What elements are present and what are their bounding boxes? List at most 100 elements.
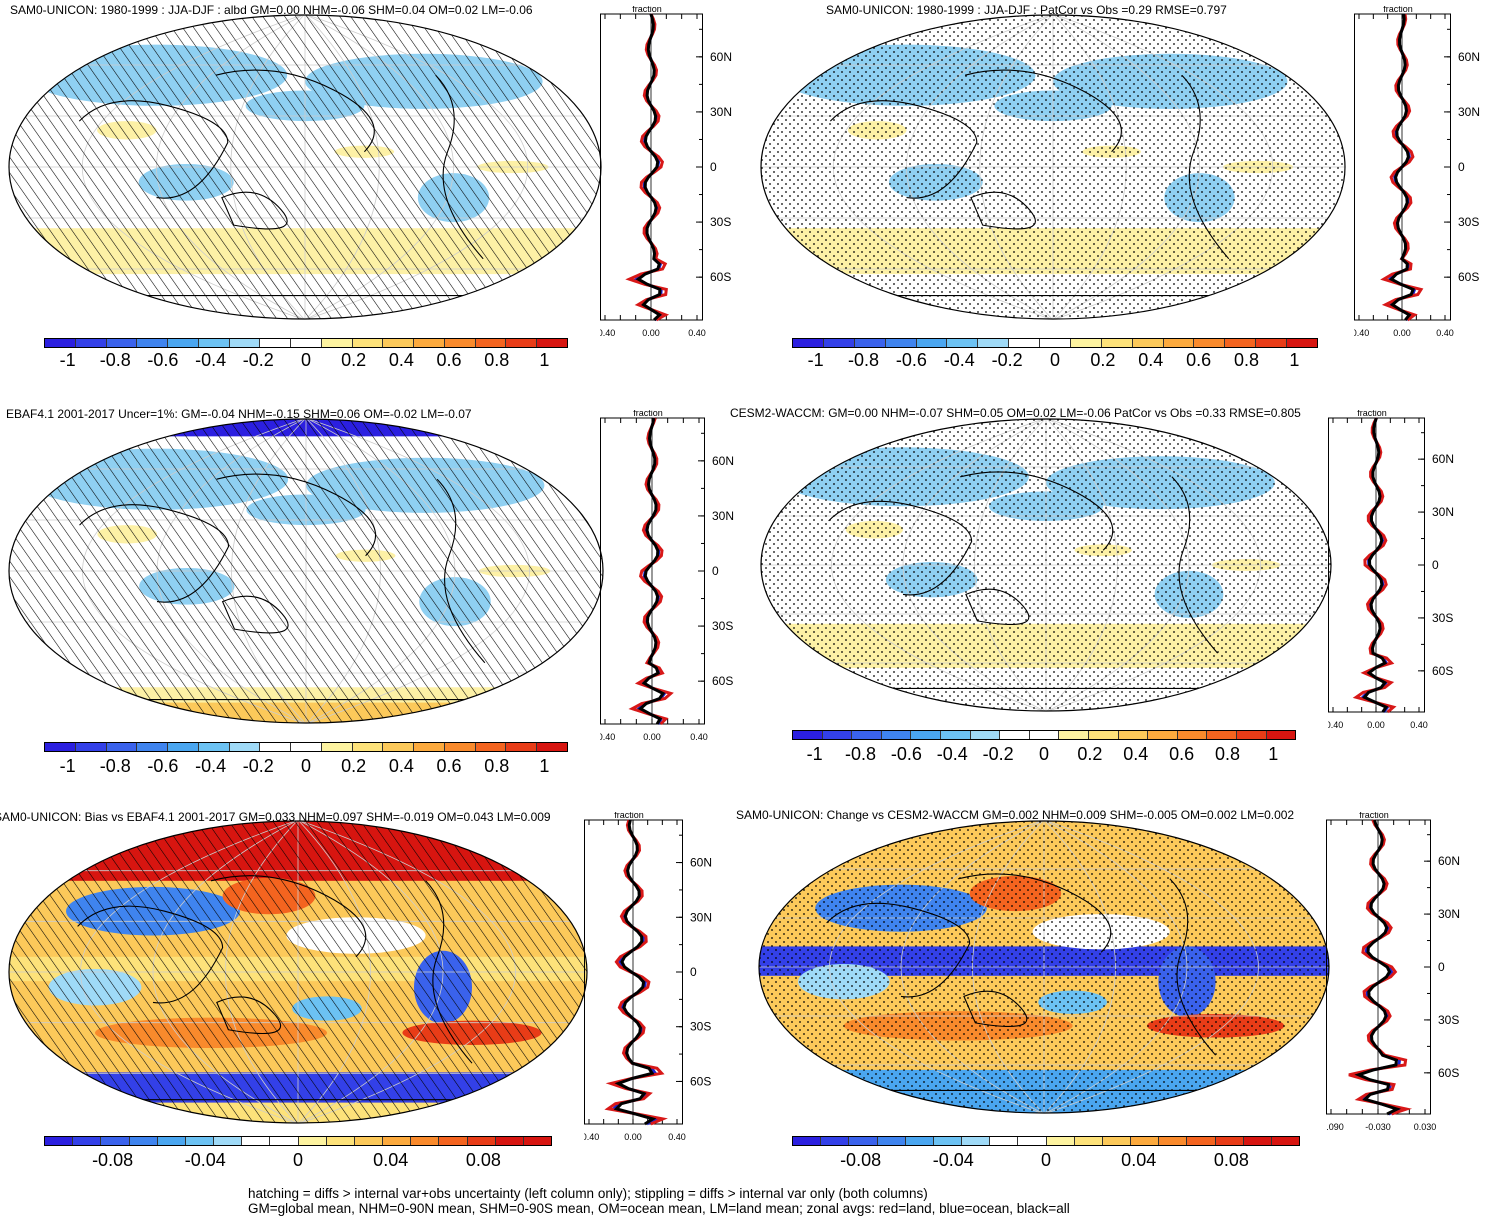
lat-label: 0	[690, 965, 697, 979]
colorbar	[792, 730, 1296, 740]
zonal-xtick: 0.00	[624, 1132, 642, 1142]
lat-label: 30N	[1438, 907, 1460, 921]
colorbar-tick-label: -1	[59, 350, 76, 370]
colorbar-tick-label: -0.6	[895, 350, 927, 370]
colorbar-tick-label: -0.04	[932, 1150, 974, 1170]
lat-label: 0	[712, 564, 719, 578]
colorbar-tick-label: 0.8	[1214, 744, 1240, 764]
world-map	[758, 820, 1330, 1114]
lat-label: 60S	[712, 674, 733, 688]
zonal-xlabel: fraction	[1383, 6, 1413, 14]
colorbar-tick-label: 0	[1049, 350, 1061, 370]
colorbar-tick-label: 0	[292, 1150, 304, 1170]
zonal-mean-plot: fraction -0.40 0.00 0.40 60N 30N 0 30S 60S	[600, 6, 732, 338]
lat-label: 60N	[1432, 452, 1454, 466]
colorbar-tick-label: -0.08	[840, 1150, 882, 1170]
colorbar	[792, 1136, 1300, 1146]
lat-label: 60N	[710, 50, 732, 64]
colorbar-tick-label: 0	[1038, 744, 1050, 764]
zonal-xlabel: fraction	[633, 410, 663, 418]
colorbar-tick-label: -1	[59, 756, 76, 776]
colorbar-tick-label: -0.6	[890, 744, 922, 764]
colorbar-tick-label: -0.2	[242, 756, 274, 776]
lat-label: 30N	[1458, 105, 1480, 119]
zonal-mean-plot: fraction -0.40 0.00 0.40 60N 30N 0 30S 60S	[1328, 410, 1454, 730]
colorbar	[792, 338, 1318, 348]
lat-label: 30S	[710, 215, 731, 229]
colorbar-tick-label: 0.2	[1090, 350, 1116, 370]
colorbar-tick-label: -0.8	[99, 756, 131, 776]
lat-label: 30S	[690, 1020, 711, 1034]
panel-title: EBAF4.1 2001-2017 Uncer=1%: GM=-0.04 NHM…	[6, 407, 472, 421]
colorbar-tick-label: -0.6	[147, 756, 179, 776]
figure-footer: hatching = diffs > internal var+obs unce…	[248, 1186, 1070, 1216]
lat-label: 60N	[1458, 50, 1480, 64]
panel-title: SAM0-UNICON: Change vs CESM2-WACCM GM=0.…	[736, 808, 1295, 822]
colorbar-tick-label: 0.8	[484, 756, 510, 776]
zonal-xtick: 0.00	[1367, 720, 1385, 730]
lat-label: 30S	[1458, 215, 1479, 229]
colorbar-tick-label: 0	[300, 350, 312, 370]
colorbar-tick-label: 0.04	[373, 1150, 409, 1170]
lat-label: 30N	[690, 910, 712, 924]
world-map	[760, 418, 1332, 712]
zonal-xtick: 0.40	[688, 328, 706, 338]
colorbar-tick-label: 0	[1040, 1150, 1052, 1170]
colorbar-tick-label: 0.6	[1186, 350, 1212, 370]
colorbar-tick-label: -0.8	[845, 744, 877, 764]
colorbar	[44, 742, 568, 752]
zonal-xtick: -0.030	[1365, 1122, 1391, 1132]
colorbar	[44, 338, 568, 348]
colorbar-tick-label: 0.2	[341, 350, 367, 370]
zonal-xtick: -0.40	[1328, 720, 1343, 730]
lat-label: 60N	[1438, 854, 1460, 868]
zonal-xtick: -0.40	[584, 1132, 599, 1142]
panel-title: SAM0-UNICON: Bias vs EBAF4.1 2001-2017 G…	[0, 810, 551, 824]
lat-label: 60S	[1458, 270, 1479, 284]
colorbar-tick-label: -0.08	[92, 1150, 134, 1170]
zonal-xtick: -0.40	[1354, 328, 1369, 338]
lat-label: 30N	[710, 105, 732, 119]
colorbar-tick-label: -0.2	[991, 350, 1023, 370]
colorbar-tick-label: -0.4	[195, 350, 227, 370]
colorbar-tick-label: -0.04	[184, 1150, 226, 1170]
colorbar-tick-label: -0.6	[147, 350, 179, 370]
lat-label: 60S	[690, 1074, 711, 1088]
colorbar-tick-label: 0.6	[1169, 744, 1195, 764]
lat-label: 30S	[1432, 611, 1453, 625]
lat-label: 0	[710, 160, 717, 174]
colorbar-tick-label: -0.4	[936, 744, 968, 764]
colorbar-tick-label: 0.8	[484, 350, 510, 370]
panel-title: CESM2-WACCM: GM=0.00 NHM=-0.07 SHM=0.05 …	[730, 406, 1301, 420]
colorbar-tick-label: -1	[807, 350, 824, 370]
lat-label: 60S	[710, 270, 731, 284]
colorbar-tick-label: -0.8	[848, 350, 880, 370]
zonal-mean-plot: fraction -0.40 0.00 0.40 60N 30N 0 30S 60S	[584, 812, 712, 1142]
colorbar-tick-label: 0.04	[1121, 1150, 1157, 1170]
lat-label: 30S	[712, 619, 733, 633]
colorbar-tick-label: 0.08	[465, 1150, 501, 1170]
colorbar-tick-label: -0.2	[242, 350, 274, 370]
world-map	[8, 14, 602, 320]
lat-label: 60N	[690, 856, 712, 870]
zonal-xtick: -0.40	[600, 732, 615, 742]
zonal-xlabel: fraction	[614, 812, 644, 820]
colorbar-tick-label: 0.2	[341, 756, 367, 776]
zonal-xtick: 0.00	[1393, 328, 1411, 338]
lat-label: 0	[1432, 558, 1439, 572]
colorbar-tick-label: 0.08	[1213, 1150, 1249, 1170]
colorbar-tick-label: 1	[539, 350, 550, 370]
footer-line-1: hatching = diffs > internal var+obs unce…	[248, 1186, 928, 1201]
panel-title: SAM0-UNICON: 1980-1999 : JJA-DJF : albd …	[10, 3, 533, 17]
colorbar-tick-label: -0.8	[99, 350, 131, 370]
zonal-xlabel: fraction	[632, 6, 662, 14]
zonal-xtick: 0.00	[643, 732, 661, 742]
zonal-xlabel: fraction	[1359, 812, 1389, 820]
lat-label: 60S	[1432, 664, 1453, 678]
zonal-xtick: 0.40	[1436, 328, 1454, 338]
colorbar-tick-label: 0.2	[1077, 744, 1103, 764]
lat-label: 30N	[1432, 505, 1454, 519]
world-map	[8, 418, 604, 724]
colorbar-tick-label: -1	[806, 744, 823, 764]
zonal-xlabel: fraction	[1357, 410, 1387, 418]
